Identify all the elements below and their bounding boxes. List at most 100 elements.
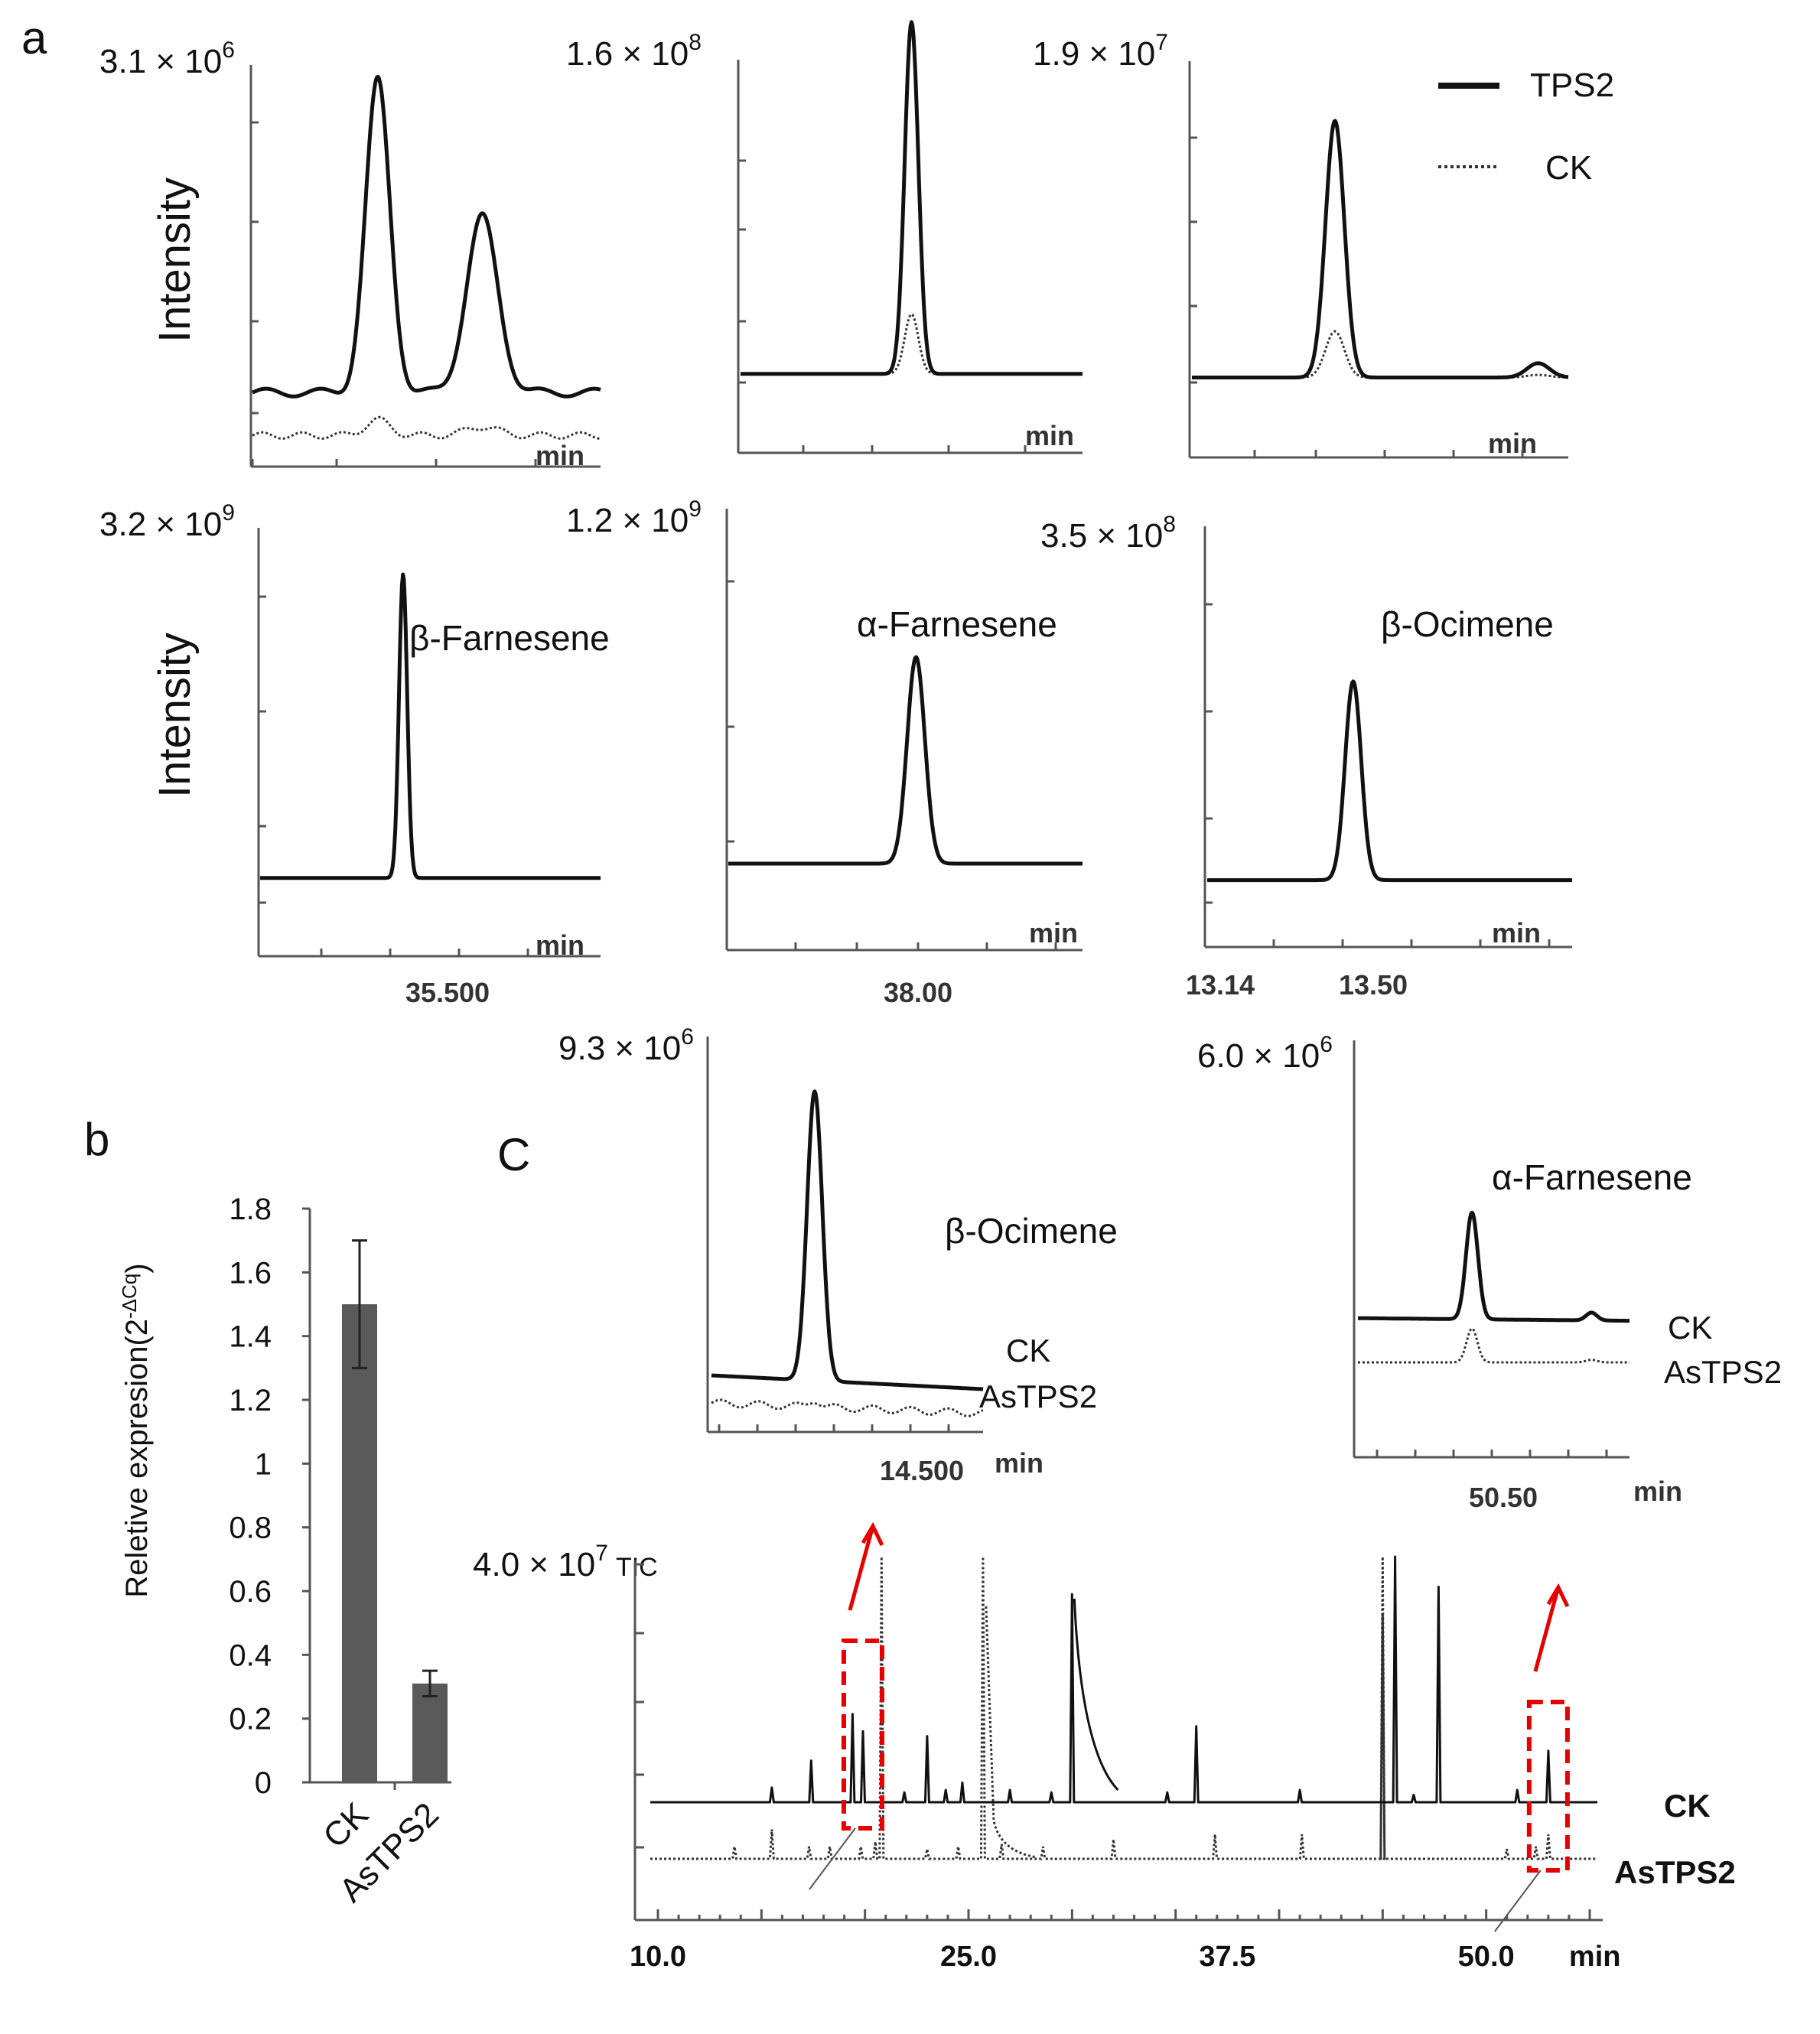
trace-tps2	[1190, 119, 1570, 379]
compound-label: α-Farnesene	[857, 604, 1057, 644]
y-axis-title: Reletive expresion(2-ΔCq)	[118, 1263, 154, 1597]
scale-label: 9.3 × 106	[558, 1024, 694, 1067]
x-tick-label: 13.14	[1186, 969, 1255, 1001]
x-tick-label: 25.0	[940, 1941, 997, 1973]
trace-ck	[650, 1555, 1597, 1804]
trace-tps2	[259, 572, 602, 880]
x-unit: min	[1488, 428, 1537, 459]
chart-c3: 4.0 × 107 TIC 10.0 25.0 37.5 50.0 min CK AsTP…	[473, 1521, 1736, 1973]
trace-astps2	[1358, 1327, 1630, 1364]
chart-a4: 3.2 × 109 Intensity β-Farnesene min 35.5…	[99, 500, 610, 1008]
series-label-astps2: AsTPS2	[1664, 1354, 1782, 1390]
legend-dotted-label: CK	[1545, 149, 1592, 187]
chart-c1: 9.3 × 106 β-Ocimene CK AsTPS2 14.500 min	[558, 1024, 1118, 1486]
compound-label: β-Farnesene	[409, 618, 610, 658]
trace-ck	[710, 1089, 985, 1391]
scale-label: 3.2 × 109	[99, 500, 235, 543]
connector-line	[809, 1827, 856, 1890]
x-tick-label: 13.50	[1339, 969, 1408, 1001]
chart-a6: 3.5 × 108 β-Ocimene min 13.14 13.50	[1040, 512, 1574, 1001]
y-tick-label: 0	[255, 1766, 272, 1800]
bar-ck	[342, 1304, 377, 1782]
trace-tps2	[251, 75, 602, 399]
scale-label: 1.9 × 107	[1033, 30, 1168, 73]
chart-c2: 6.0 × 106 α-Farnesene CK AsTPS2 50.50 mi…	[1197, 1032, 1782, 1513]
x-unit: min	[536, 929, 584, 961]
scale-label: 1.2 × 109	[566, 496, 702, 539]
x-unit: min	[1569, 1941, 1621, 1973]
compound-label: α-Farnesene	[1492, 1157, 1692, 1197]
series-label-ck: CK	[1006, 1333, 1050, 1368]
y-tick-label: 0.6	[229, 1575, 272, 1609]
y-tick-label: 1.2	[229, 1384, 272, 1417]
trace-tps2	[727, 655, 1084, 866]
scale-label: 3.1 × 106	[99, 37, 235, 80]
trace-ck	[1356, 1210, 1631, 1323]
highlights	[809, 1521, 1570, 1932]
x-tick-label: 10.0	[630, 1941, 686, 1973]
highlight-box	[1526, 1700, 1570, 1873]
series-label-astps2: AsTPS2	[979, 1378, 1097, 1414]
x-unit: min	[536, 440, 584, 471]
y-tick-label: 1.6	[229, 1256, 272, 1290]
x-tick-label: 37.5	[1199, 1941, 1255, 1973]
panel-c-letter: C	[497, 1129, 530, 1180]
chart-a5: 1.2 × 109 α-Farnesene min 38.00	[566, 496, 1084, 1008]
x-ticks: 10.0 25.0 37.5 50.0 min	[630, 1909, 1620, 1973]
y-tick-label: 0.2	[229, 1703, 272, 1736]
y-tick-label: 0.4	[229, 1639, 272, 1672]
compound-label: β-Ocimene	[1381, 604, 1554, 644]
x-tick-label: 50.0	[1458, 1941, 1515, 1973]
trace-astps2	[711, 1398, 984, 1417]
trace-ck	[741, 312, 1083, 376]
scale-label: 4.0 × 107 TIC	[473, 1541, 658, 1583]
x-tick-label: CK	[316, 1795, 376, 1855]
bar-astps2	[412, 1683, 448, 1782]
y-axis-title: Intensity	[150, 177, 200, 343]
compound-label: β-Ocimene	[945, 1211, 1118, 1251]
panel-a-letter: a	[21, 12, 47, 63]
series-label-ck: CK	[1664, 1788, 1711, 1824]
scale-label: 3.5 × 108	[1040, 512, 1176, 555]
trace-tps2	[1206, 679, 1574, 883]
chart-a2: 1.6 × 108 min	[566, 20, 1084, 454]
x-unit: min	[1633, 1476, 1682, 1507]
x-unit: min	[1029, 917, 1078, 949]
trace-astps2	[650, 1556, 1597, 1860]
trace-ck	[1192, 330, 1568, 379]
x-tick-label: 38.00	[884, 977, 952, 1008]
scale-label: 6.0 × 106	[1197, 1032, 1333, 1075]
chart-b: Reletive expresion(2-ΔCq) 0 0.2 0.4 0.6 0.8 1…	[118, 1193, 451, 1909]
connector-line	[1494, 1870, 1542, 1932]
highlight-arrow	[848, 1521, 884, 1611]
series-label-ck: CK	[1668, 1310, 1712, 1346]
highlight-box	[841, 1639, 884, 1831]
chart-a1: 3.1 × 106 Intensity min	[99, 37, 602, 471]
legend: TPS2 CK	[1438, 67, 1614, 187]
x-unit: min	[995, 1447, 1043, 1479]
y-ticks: 0 0.2 0.4 0.6 0.8 1 1.2 1.4 1.6 1.8	[229, 1193, 310, 1800]
series-label-astps2: AsTPS2	[1614, 1854, 1736, 1890]
y-ticks	[635, 1563, 644, 1849]
x-tick-label: 35.500	[405, 977, 490, 1008]
y-tick-label: 1.4	[229, 1320, 272, 1354]
trace-tps2	[739, 20, 1084, 376]
scale-label: 1.6 × 108	[566, 30, 702, 73]
y-tick-label: 1.8	[229, 1193, 272, 1226]
error-bar	[352, 1239, 367, 1369]
y-tick-label: 1	[255, 1447, 272, 1481]
panel-b-letter: b	[84, 1114, 109, 1165]
trace-ck	[252, 415, 601, 440]
x-tick-label: 14.500	[880, 1455, 964, 1486]
x-unit: min	[1492, 917, 1541, 949]
y-axis-title: Intensity	[150, 633, 200, 798]
x-tick-label: 50.50	[1469, 1482, 1538, 1513]
y-tick-label: 0.8	[229, 1512, 272, 1545]
chart-a3: 1.9 × 107 min	[1033, 30, 1570, 459]
x-unit: min	[1025, 420, 1074, 451]
highlight-arrow	[1533, 1583, 1570, 1672]
legend-solid-label: TPS2	[1530, 67, 1614, 104]
error-bar	[422, 1669, 438, 1697]
